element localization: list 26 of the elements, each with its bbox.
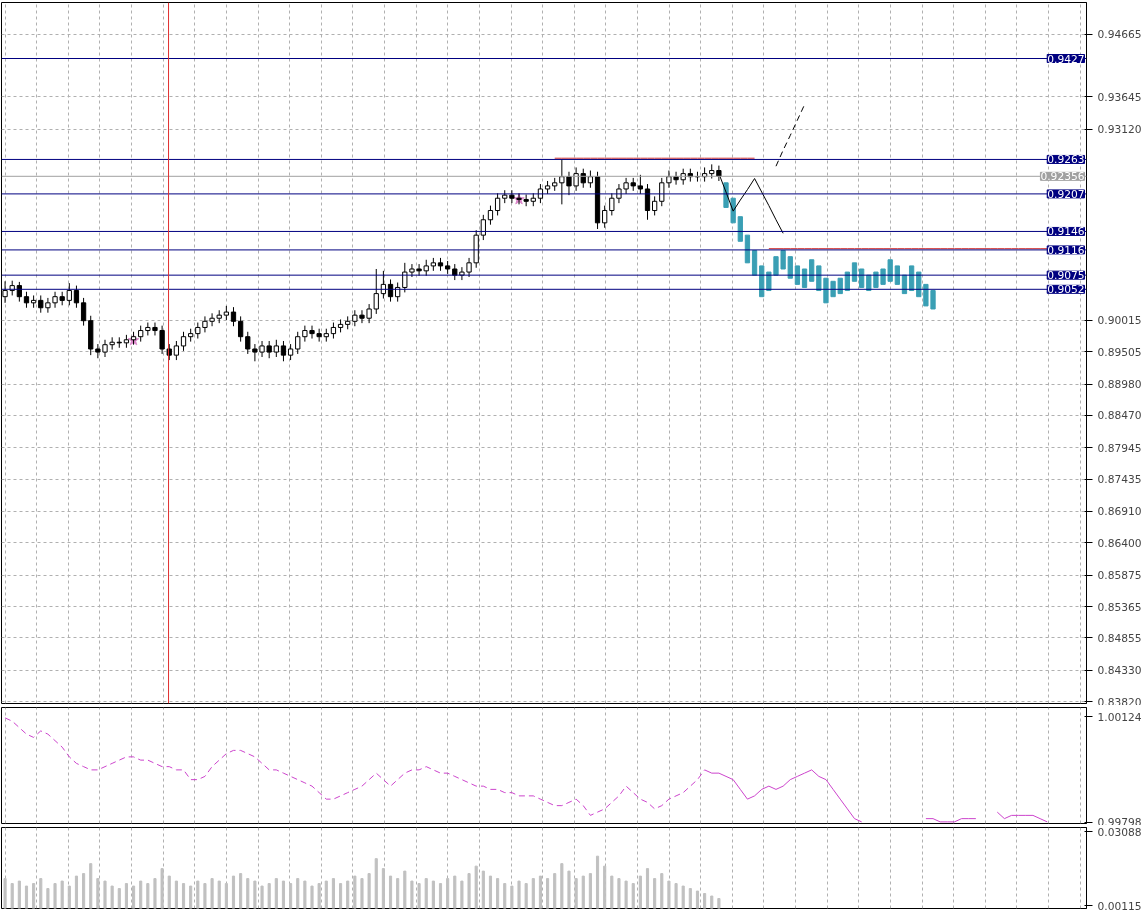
ref-line-label: 0.9052 bbox=[1047, 283, 1085, 297]
ref-line-label: 0.9075 bbox=[1047, 269, 1085, 283]
y-tick-label: 0.86400 bbox=[1097, 536, 1142, 550]
y-tick-label: 0.88470 bbox=[1097, 409, 1142, 423]
y-tick-label: 0.85875 bbox=[1097, 569, 1142, 583]
y-tick-label: 0.87945 bbox=[1097, 441, 1142, 455]
y-tick-label: 0.85365 bbox=[1097, 600, 1142, 614]
y-tick-label: 0.93645 bbox=[1097, 90, 1142, 104]
ref-line-label: 0.9427 bbox=[1047, 52, 1085, 66]
ref-line-label: 0.9146 bbox=[1047, 225, 1085, 239]
y-tick-label: 0.94665 bbox=[1097, 28, 1142, 42]
y-tick-label: 0.84855 bbox=[1097, 631, 1142, 645]
y-tick-label: 0.84330 bbox=[1097, 664, 1142, 678]
y-tick-label: 0.83820 bbox=[1097, 695, 1142, 709]
y-tick-label: 0.87435 bbox=[1097, 473, 1142, 487]
y-tick-label: 0.00115 bbox=[1097, 899, 1142, 910]
ref-line-label: 0.92356 bbox=[1040, 170, 1085, 184]
y-tick-label: 0.93120 bbox=[1097, 123, 1142, 137]
y-tick-label: 0.89505 bbox=[1097, 345, 1142, 359]
ref-line-label: 0.9263 bbox=[1047, 153, 1085, 167]
y-tick-label: 1.00124 bbox=[1097, 710, 1142, 724]
ref-line-label: 0.9207 bbox=[1047, 187, 1085, 201]
y-tick-label: 0.86910 bbox=[1097, 505, 1142, 519]
y-tick-label: 0.90015 bbox=[1097, 314, 1142, 328]
ref-line-label: 0.9116 bbox=[1047, 243, 1085, 257]
y-tick-label: 0.88980 bbox=[1097, 378, 1142, 392]
